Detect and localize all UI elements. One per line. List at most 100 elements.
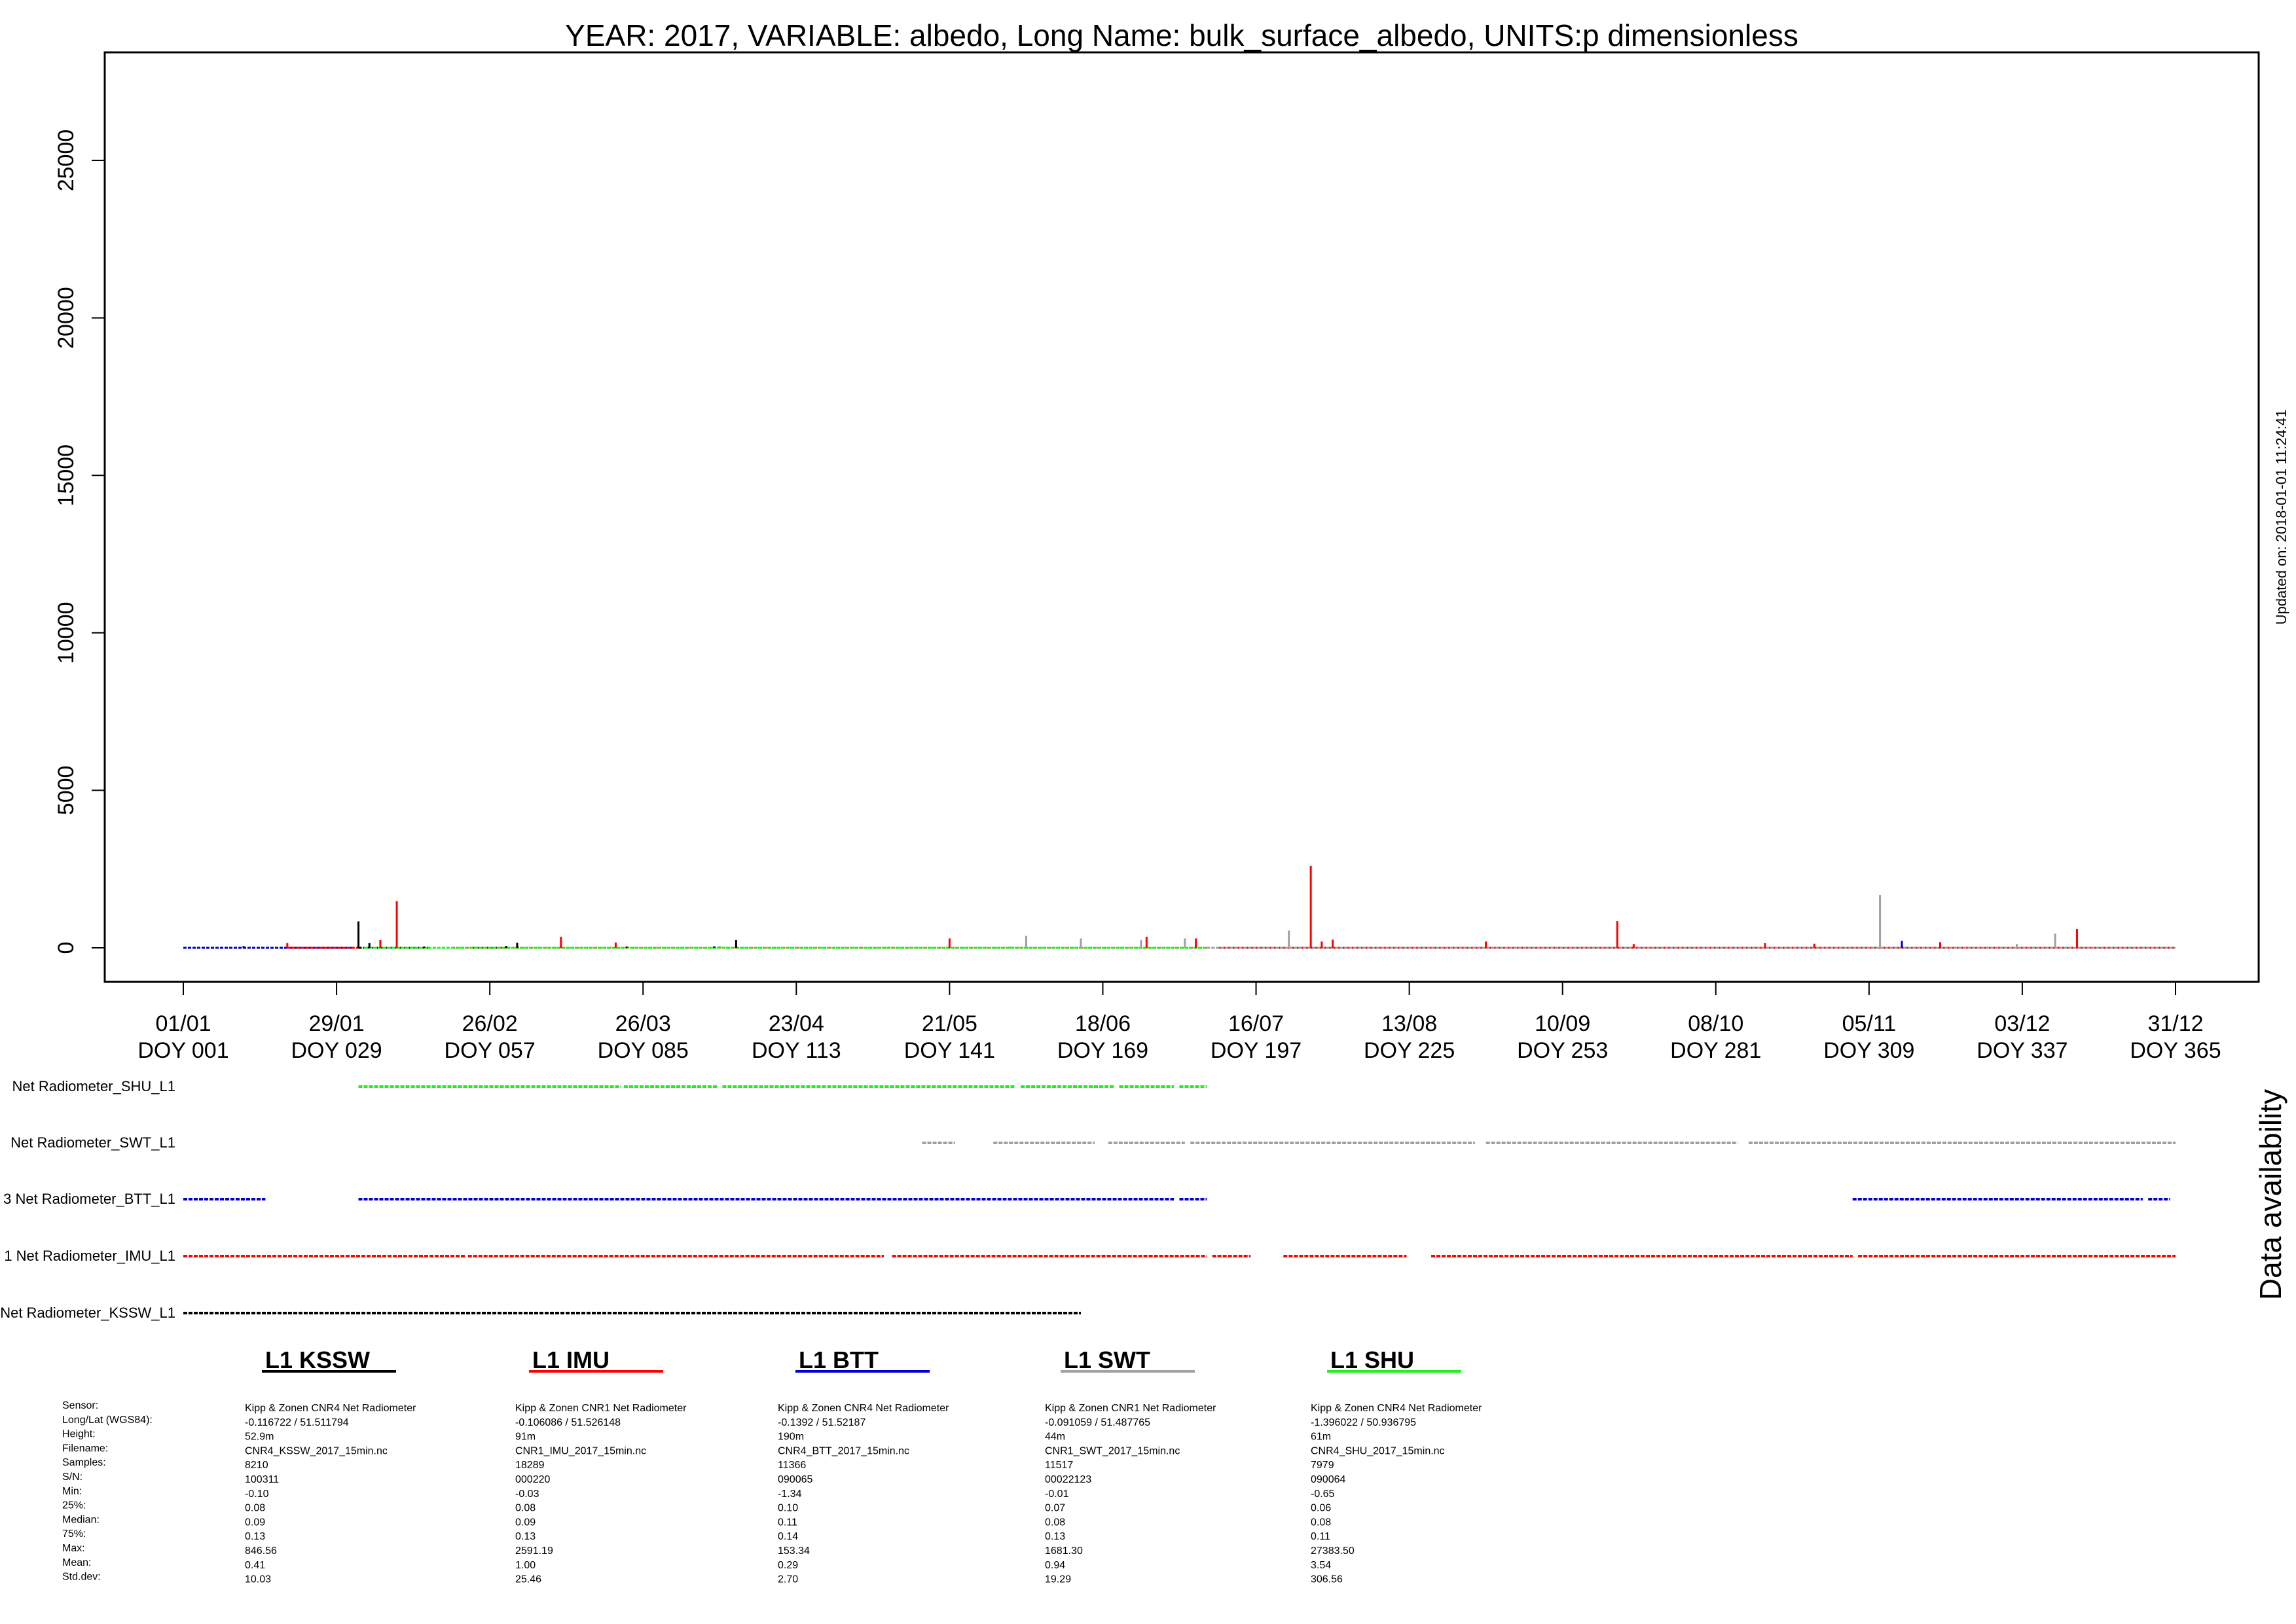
stat-row-label: S/N: (62, 1471, 82, 1483)
y-tick-label: 15000 (54, 444, 79, 507)
stat-row-label: Median: (62, 1514, 100, 1525)
x-tick-doy: DOY 197 (1211, 1038, 1302, 1063)
stat-value-btt: 0.11 (778, 1517, 797, 1528)
updated-on-label: Updated on: 2018-01-01 11:24:41 (2273, 410, 2289, 625)
legend-label-swt: L1 SWT (1064, 1346, 1150, 1373)
stat-value-btt: Kipp & Zonen CNR4 Net Radiometer (778, 1403, 949, 1414)
stat-value-swt: -0.01 (1045, 1489, 1069, 1500)
availability-title: Data availability (2253, 1089, 2287, 1300)
stat-value-btt: -0.1392 / 51.52187 (778, 1417, 866, 1428)
stat-value-kssw: 846.56 (245, 1545, 277, 1557)
availability-label-swt: Net Radiometer_SWT_L1 (10, 1134, 175, 1151)
x-tick-doy: DOY 337 (1977, 1038, 2068, 1063)
stat-value-imu: 0.13 (515, 1531, 536, 1542)
stat-value-shu: Kipp & Zonen CNR4 Net Radiometer (1311, 1403, 1482, 1414)
stat-value-kssw: 10.03 (245, 1574, 271, 1585)
stat-value-imu: -0.03 (515, 1489, 539, 1500)
stat-value-kssw: CNR4_KSSW_2017_15min.nc (245, 1445, 388, 1456)
stat-row-label: Std.dev: (62, 1572, 101, 1583)
stat-value-swt: 0.07 (1045, 1503, 1065, 1514)
x-tick-date: 01/01 (155, 1011, 211, 1036)
stat-value-imu: Kipp & Zonen CNR1 Net Radiometer (515, 1403, 687, 1414)
stat-row-label: Sensor: (62, 1400, 98, 1411)
stat-value-kssw: 0.13 (245, 1531, 265, 1542)
stat-row-label: Long/Lat (WGS84): (62, 1415, 153, 1426)
x-tick-doy: DOY 085 (598, 1038, 689, 1063)
stat-value-shu: -1.396022 / 50.936795 (1311, 1417, 1416, 1428)
stat-value-kssw: 52.9m (245, 1432, 274, 1443)
stat-value-swt: 0.94 (1045, 1560, 1065, 1571)
x-tick-date: 13/08 (1381, 1011, 1437, 1036)
stat-value-btt: 0.10 (778, 1503, 798, 1514)
y-tick-label: 0 (54, 942, 79, 954)
stat-value-imu: CNR1_IMU_2017_15min.nc (515, 1445, 646, 1456)
y-tick-label: 25000 (54, 130, 79, 192)
stat-value-btt: 190m (778, 1432, 804, 1443)
x-tick-doy: DOY 057 (445, 1038, 536, 1063)
x-tick-date: 23/04 (769, 1011, 824, 1036)
stat-value-shu: 0.06 (1311, 1503, 1331, 1514)
stat-value-imu: 000220 (515, 1474, 550, 1485)
stat-value-swt: 19.29 (1045, 1574, 1071, 1585)
stat-row-label: Mean: (62, 1557, 91, 1568)
x-tick-doy: DOY 029 (291, 1038, 382, 1063)
x-tick-date: 21/05 (922, 1011, 977, 1036)
x-tick-date: 29/01 (309, 1011, 365, 1036)
legend: L1 KSSW L1 IMU L1 BTT L1 SWT L1 SHU (262, 1346, 1461, 1373)
stat-row-label: 75%: (62, 1528, 86, 1540)
x-tick-doy: DOY 113 (752, 1038, 841, 1063)
stat-value-kssw: 0.08 (245, 1503, 265, 1514)
stat-value-imu: 0.09 (515, 1517, 536, 1528)
x-tick-doy: DOY 169 (1057, 1038, 1148, 1063)
x-tick-date: 16/07 (1228, 1011, 1284, 1036)
stat-value-imu: 18289 (515, 1460, 545, 1471)
stat-value-shu: 7979 (1311, 1460, 1334, 1471)
stat-value-btt: CNR4_BTT_2017_15min.nc (778, 1445, 909, 1456)
chart-title: YEAR: 2017, VARIABLE: albedo, Long Name:… (565, 18, 1798, 52)
stat-value-kssw: -0.116722 / 51.511794 (245, 1417, 349, 1428)
stat-value-shu: 0.11 (1311, 1531, 1330, 1542)
stat-value-shu: 306.56 (1311, 1574, 1343, 1585)
x-tick-date: 05/11 (1842, 1011, 1897, 1036)
stat-row-label: 25%: (62, 1500, 86, 1511)
stat-value-swt: 11517 (1045, 1460, 1073, 1471)
y-tick-label: 10000 (54, 602, 79, 664)
stat-value-kssw: Kipp & Zonen CNR4 Net Radiometer (245, 1403, 416, 1414)
stat-value-btt: 11366 (778, 1460, 806, 1471)
stat-value-imu: -0.106086 / 51.526148 (515, 1417, 621, 1428)
stat-value-kssw: 0.41 (245, 1560, 265, 1571)
availability-panel: Net Radiometer_SHU_L1 Net Radiometer_SWT_… (0, 1078, 2176, 1321)
legend-label-shu: L1 SHU (1330, 1346, 1414, 1373)
stat-value-shu: 090064 (1311, 1474, 1345, 1485)
x-tick-doy: DOY 281 (1670, 1038, 1761, 1063)
plot-frame (103, 51, 2260, 983)
statistics-table: Sensor: Long/Lat (WGS84): Height: Filename:… (62, 1400, 1482, 1585)
stat-value-imu: 2591.19 (515, 1545, 553, 1557)
stat-value-imu: 91m (515, 1432, 536, 1443)
stat-value-shu: 61m (1311, 1432, 1331, 1443)
x-tick-date: 08/10 (1688, 1011, 1743, 1036)
stat-value-imu: 25.46 (515, 1574, 541, 1585)
availability-label-shu: Net Radiometer_SHU_L1 (12, 1078, 175, 1094)
x-tick-date: 26/02 (462, 1011, 518, 1036)
x-tick-date: 31/12 (2147, 1011, 2203, 1036)
legend-label-kssw: L1 KSSW (265, 1346, 370, 1373)
stat-row-label: Min: (62, 1486, 82, 1497)
stat-value-kssw: 0.09 (245, 1517, 265, 1528)
stat-value-imu: 0.08 (515, 1503, 536, 1514)
y-axis: 0 5000 10000 15000 20000 25000 (54, 130, 105, 954)
stat-value-shu: 27383.50 (1311, 1545, 1355, 1557)
x-tick-doy: DOY 365 (2130, 1038, 2221, 1063)
stat-row-label: Height: (62, 1429, 96, 1440)
x-tick-doy: DOY 309 (1823, 1038, 1914, 1063)
x-tick-date: 03/12 (1994, 1011, 2050, 1036)
availability-label-imu: 1 Net Radiometer_IMU_L1 (4, 1248, 175, 1264)
y-tick-label: 5000 (54, 766, 79, 816)
x-tick-doy: DOY 225 (1364, 1038, 1455, 1063)
stat-value-swt: 0.13 (1045, 1531, 1065, 1542)
stat-value-shu: 0.08 (1311, 1517, 1331, 1528)
stat-value-swt: CNR1_SWT_2017_15min.nc (1045, 1445, 1180, 1456)
y-tick-label: 20000 (54, 287, 79, 349)
x-tick-doy: DOY 141 (904, 1038, 995, 1063)
